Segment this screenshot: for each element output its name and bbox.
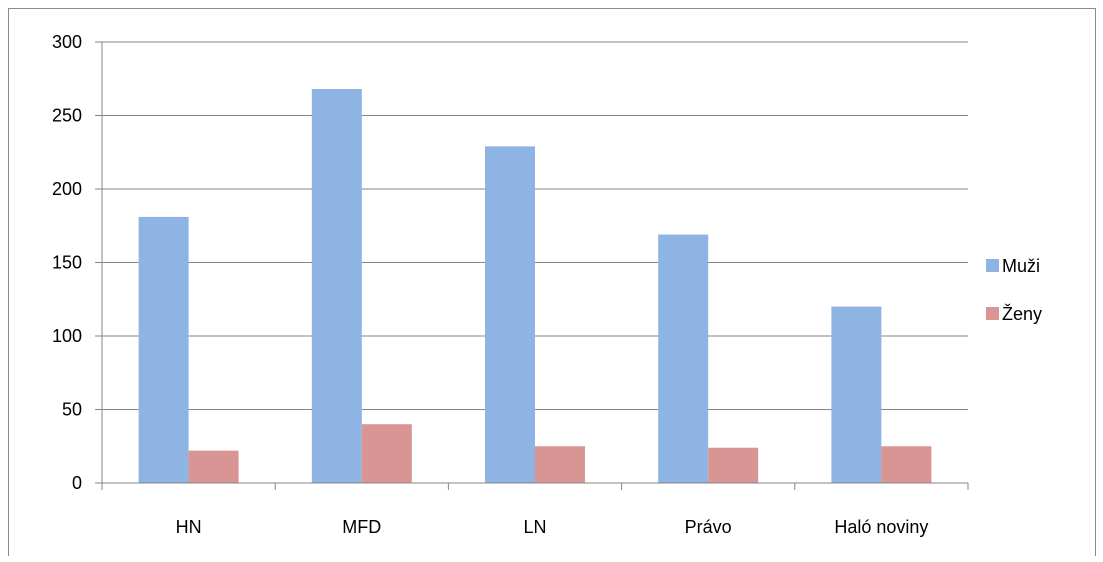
x-tick-label: HN	[176, 517, 202, 537]
bar-muzi	[658, 234, 709, 483]
legend-swatch	[986, 259, 999, 272]
y-tick-label: 250	[52, 106, 82, 126]
legend-label: Muži	[1002, 256, 1040, 276]
legend-label: Ženy	[1002, 304, 1042, 324]
bar-zeny	[361, 424, 412, 483]
y-axis-tick-labels: 0 50 100 150 200 250 300	[52, 32, 82, 493]
bar-muzi	[138, 216, 189, 483]
y-tick-label: 200	[52, 179, 82, 199]
x-axis	[101, 482, 969, 490]
bar-zeny	[188, 450, 239, 483]
bar-muzi	[485, 146, 535, 483]
x-tick-label: Právo	[685, 517, 732, 537]
y-tick-label: 150	[52, 253, 82, 273]
x-tick-label: LN	[523, 517, 546, 537]
y-tick-label: 50	[62, 400, 82, 420]
y-tick-label: 300	[52, 32, 82, 52]
chart-frame	[8, 8, 1096, 556]
bar-zeny	[535, 446, 585, 483]
x-tick-label: Haló noviny	[834, 517, 928, 537]
bar-zeny	[881, 446, 932, 483]
y-tick-label: 100	[52, 326, 82, 346]
bar-zeny	[708, 447, 759, 483]
x-tick-label: MFD	[342, 517, 381, 537]
x-axis-tick-labels: HN MFD LN Právo Haló noviny	[176, 517, 929, 537]
bar-muzi	[311, 89, 362, 483]
bar-muzi	[831, 306, 882, 483]
y-tick-label: 0	[72, 473, 82, 493]
legend: Muži Ženy	[986, 256, 1042, 324]
bars	[138, 89, 932, 483]
legend-swatch	[986, 307, 999, 320]
